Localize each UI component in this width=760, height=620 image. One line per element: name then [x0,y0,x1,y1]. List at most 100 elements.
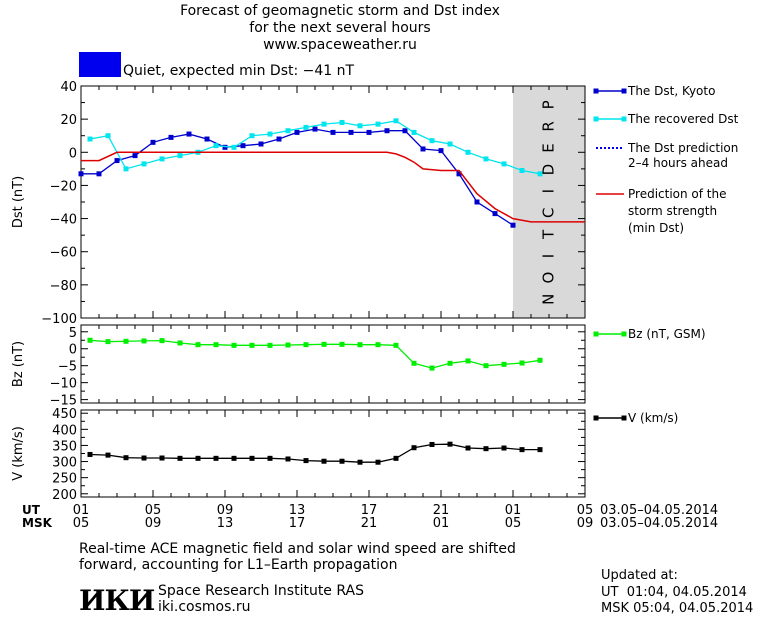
ut-tick-label: 09 [217,503,234,518]
data-point-v [465,445,471,451]
data-point-bz [303,342,309,348]
data-point-bz [87,337,93,343]
data-point-dst [204,136,210,142]
data-point-dst [330,129,336,135]
data-point-dst [222,144,228,150]
updated-ut: UT 01:04, 04.05.2014 [601,585,747,600]
data-point-recovered [249,133,255,139]
data-point-recovered [303,124,309,130]
data-point-bz [267,342,273,348]
prediction-band-letter: E [540,143,558,152]
ut-tick-label: 13 [289,503,306,518]
plot-frame [80,409,586,498]
legend-prediction-line1: The Dst prediction [628,141,739,155]
data-point-v [195,455,201,461]
data-point-recovered [411,129,417,135]
msk-date-range: 03.05–04.05.2014 [600,516,719,531]
y-tick-label: 450 [52,407,77,422]
prediction-band-letter: P [540,100,558,109]
data-point-recovered [321,121,327,127]
y-tick-label: 5 [69,326,77,341]
data-point-v [213,455,219,461]
data-point-dst [366,129,372,135]
y-axis-label: Bz (nT) [11,341,26,387]
data-point-dst [492,211,498,217]
y-tick-label: −15 [50,394,77,409]
data-point-bz [177,340,183,346]
data-point-v [411,445,417,451]
y-tick-label: 350 [52,439,77,454]
data-point-recovered [123,166,129,172]
data-point-bz [195,342,201,348]
y-tick-label: 250 [52,472,77,487]
data-point-recovered [537,171,543,177]
msk-tick-label: 05 [73,516,90,531]
data-point-recovered [177,153,183,159]
data-point-bz [465,358,471,364]
data-point-dst [456,171,462,177]
data-point-v [393,455,399,461]
legend-v: V (km/s) [628,411,679,425]
y-tick-label: 40 [60,80,77,95]
data-point-dst [186,131,192,137]
data-point-dst [474,199,480,205]
y-tick-label: 0 [69,343,77,358]
data-point-recovered [375,121,381,127]
data-point-bz [519,360,525,366]
data-point-recovered [429,138,435,144]
data-point-dst [276,136,282,142]
prediction-band-letter: I [540,189,558,193]
data-point-recovered [447,141,453,147]
data-point-recovered [483,156,489,162]
legend-marker-dst [621,88,627,94]
prediction-band-letter: N [540,294,558,305]
data-point-recovered [141,161,147,167]
data-point-dst [438,148,444,154]
legend-marker-recovered [593,116,599,122]
data-point-dst [150,139,156,145]
data-point-v [285,456,291,462]
series-line-strength [81,151,585,223]
data-point-dst [312,126,318,132]
data-point-dst [168,134,174,140]
source-url: www.spaceweather.ru [263,37,417,53]
legend-strength-line3: (min Dst) [628,221,685,235]
data-point-dst [348,129,354,135]
y-tick-label: −10 [50,377,77,392]
ut-tick-label: 01 [505,503,522,518]
data-point-bz [483,363,489,369]
data-point-v [537,447,543,453]
y-tick-label: −5 [58,360,77,375]
data-point-recovered [159,156,165,162]
footer-note-line1: Real-time ACE magnetic field and solar w… [79,541,516,557]
y-axis-label: Dst (nT) [11,176,26,228]
data-point-bz [537,357,543,363]
data-point-bz [123,338,129,344]
data-point-recovered [465,149,471,155]
msk-tick-label: 21 [361,516,378,531]
data-point-v [339,458,345,464]
prediction-band-letter: D [540,164,558,176]
data-point-bz [447,360,453,366]
data-point-recovered [339,119,345,125]
data-point-bz [321,341,327,347]
y-tick-label: 300 [52,456,77,471]
legend-marker-v [593,415,599,421]
series-line-bz [89,339,541,369]
data-point-v [501,445,507,451]
data-point-v [303,458,309,464]
data-point-bz [249,342,255,348]
data-point-bz [141,338,147,344]
msk-tick-label: 09 [145,516,162,531]
y-tick-label: 200 [52,488,77,503]
msk-tick-label: 13 [217,516,234,531]
legend-bz: Bz (nT, GSM) [628,327,706,341]
msk-tick-label: 01 [433,516,450,531]
data-point-bz [357,342,363,348]
data-point-v [159,455,165,461]
data-point-v [249,455,255,461]
msk-tick-label: 17 [289,516,306,531]
chart-title-line1: Forecast of geomagnetic storm and Dst in… [180,3,500,19]
status-color-box [79,52,121,77]
data-point-v [321,458,327,464]
